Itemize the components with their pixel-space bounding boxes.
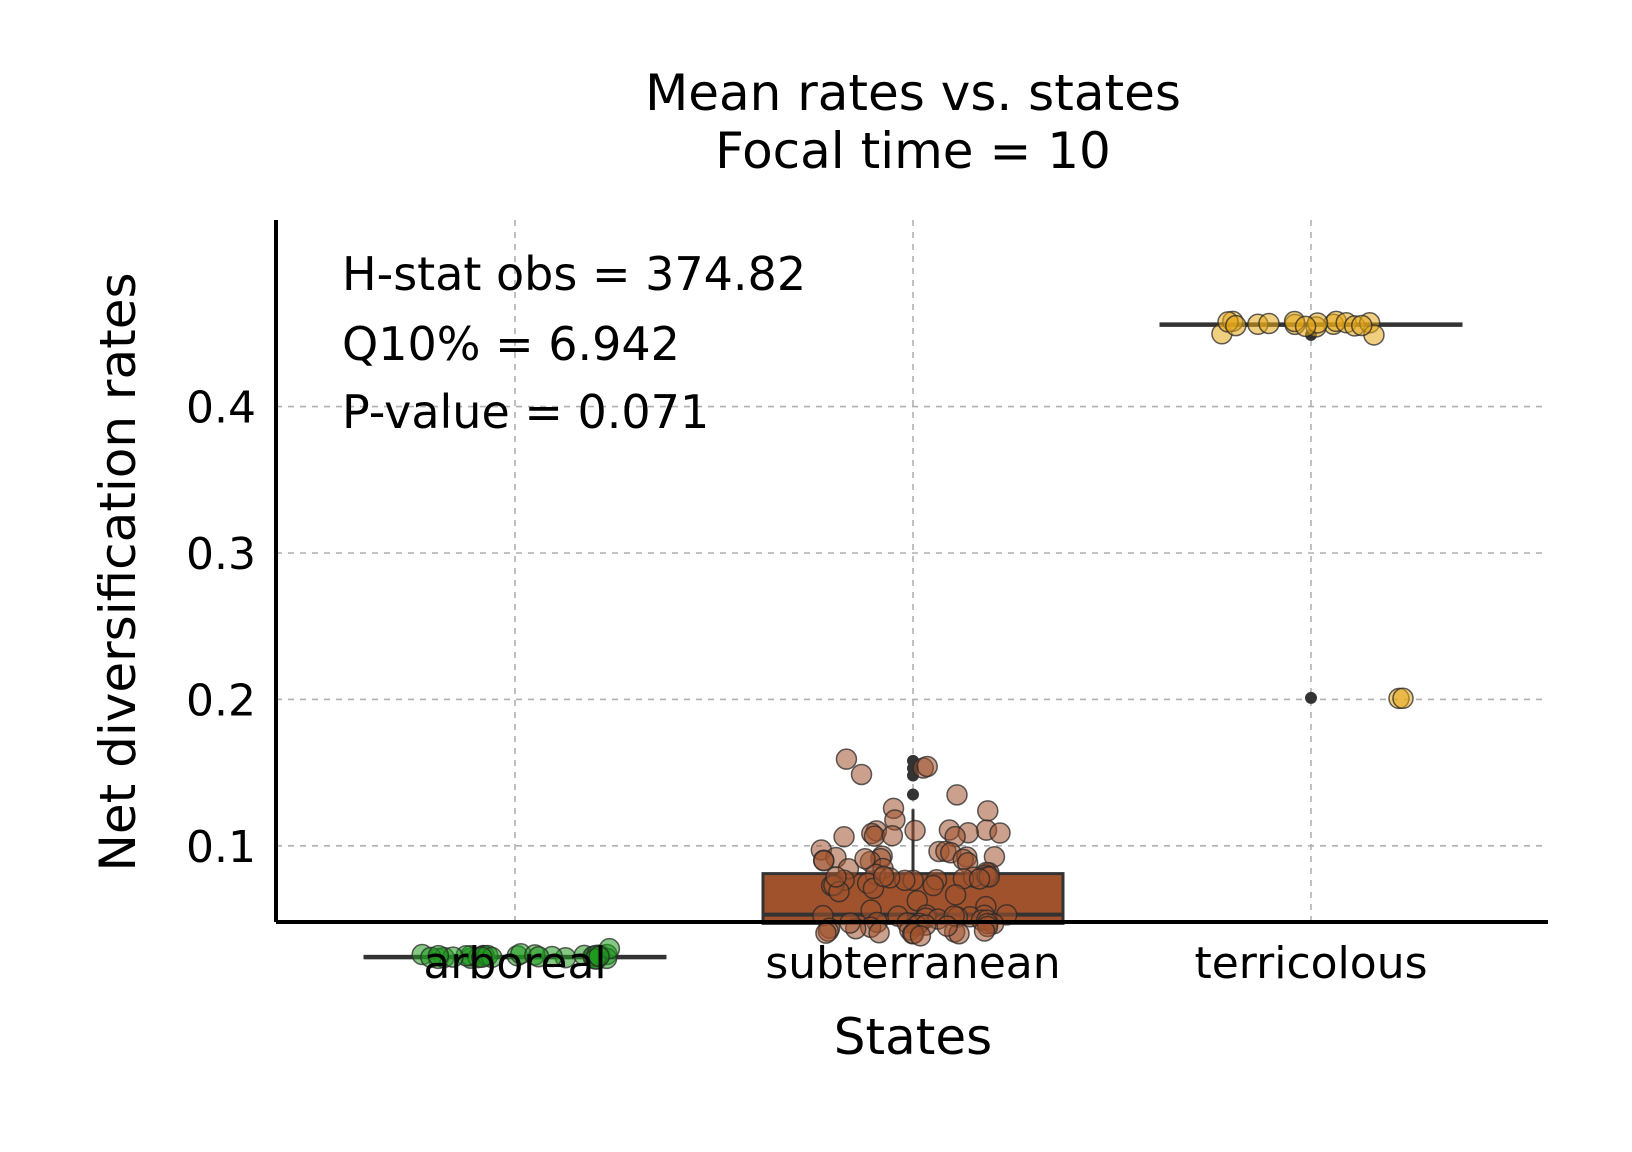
data-point <box>904 819 926 842</box>
data-point <box>588 945 610 968</box>
outlier-point <box>907 788 919 801</box>
data-point <box>944 884 967 906</box>
data-point <box>989 822 1011 844</box>
data-point <box>854 847 876 870</box>
y-tick-label: 0.4 <box>186 383 256 434</box>
y-tick-label: 0.2 <box>186 675 256 726</box>
data-point <box>872 865 895 888</box>
x-tick-label: terricolous <box>1194 938 1427 989</box>
outlier-point <box>1305 691 1317 704</box>
data-point <box>825 866 847 888</box>
p-value-annotation: P-value = 0.071 <box>342 385 709 439</box>
h-stat-annotation: H-stat obs = 374.82 <box>342 247 806 301</box>
data-point <box>835 748 858 770</box>
x-tick-label: subterranean <box>765 938 1060 989</box>
data-point <box>527 946 550 968</box>
data-point <box>1392 687 1414 710</box>
x-axis-label: States <box>834 1008 992 1066</box>
y-axis-label: Net diversification rates <box>89 272 147 871</box>
x-tick-labels: arboreal subterranean terricolous <box>423 938 1427 989</box>
x-tick-label: arboreal <box>423 938 606 989</box>
data-point <box>946 784 968 806</box>
data-point <box>936 915 958 937</box>
data-point <box>916 755 938 778</box>
data-point <box>1258 312 1280 335</box>
y-tick-label: 0.3 <box>186 529 256 580</box>
y-tick-label: 0.1 <box>186 822 256 873</box>
data-point <box>850 763 873 786</box>
data-point <box>922 874 944 897</box>
data-point <box>427 944 450 967</box>
data-point <box>1225 314 1247 337</box>
data-point <box>968 868 991 890</box>
data-point <box>909 925 932 947</box>
q10-annotation: Q10% = 6.942 <box>342 317 680 371</box>
data-point <box>833 826 855 848</box>
data-point <box>977 800 999 822</box>
chart-title-line1: Mean rates vs. states <box>645 64 1181 122</box>
chart-title-line2: Focal time = 10 <box>715 122 1111 180</box>
data-point <box>1351 314 1373 337</box>
data-point <box>1294 315 1317 338</box>
data-point <box>863 825 886 847</box>
data-point <box>471 946 493 968</box>
data-point <box>813 850 835 872</box>
data-point <box>881 824 904 847</box>
y-tick-labels: 0.1 0.2 0.3 0.4 <box>186 383 256 873</box>
